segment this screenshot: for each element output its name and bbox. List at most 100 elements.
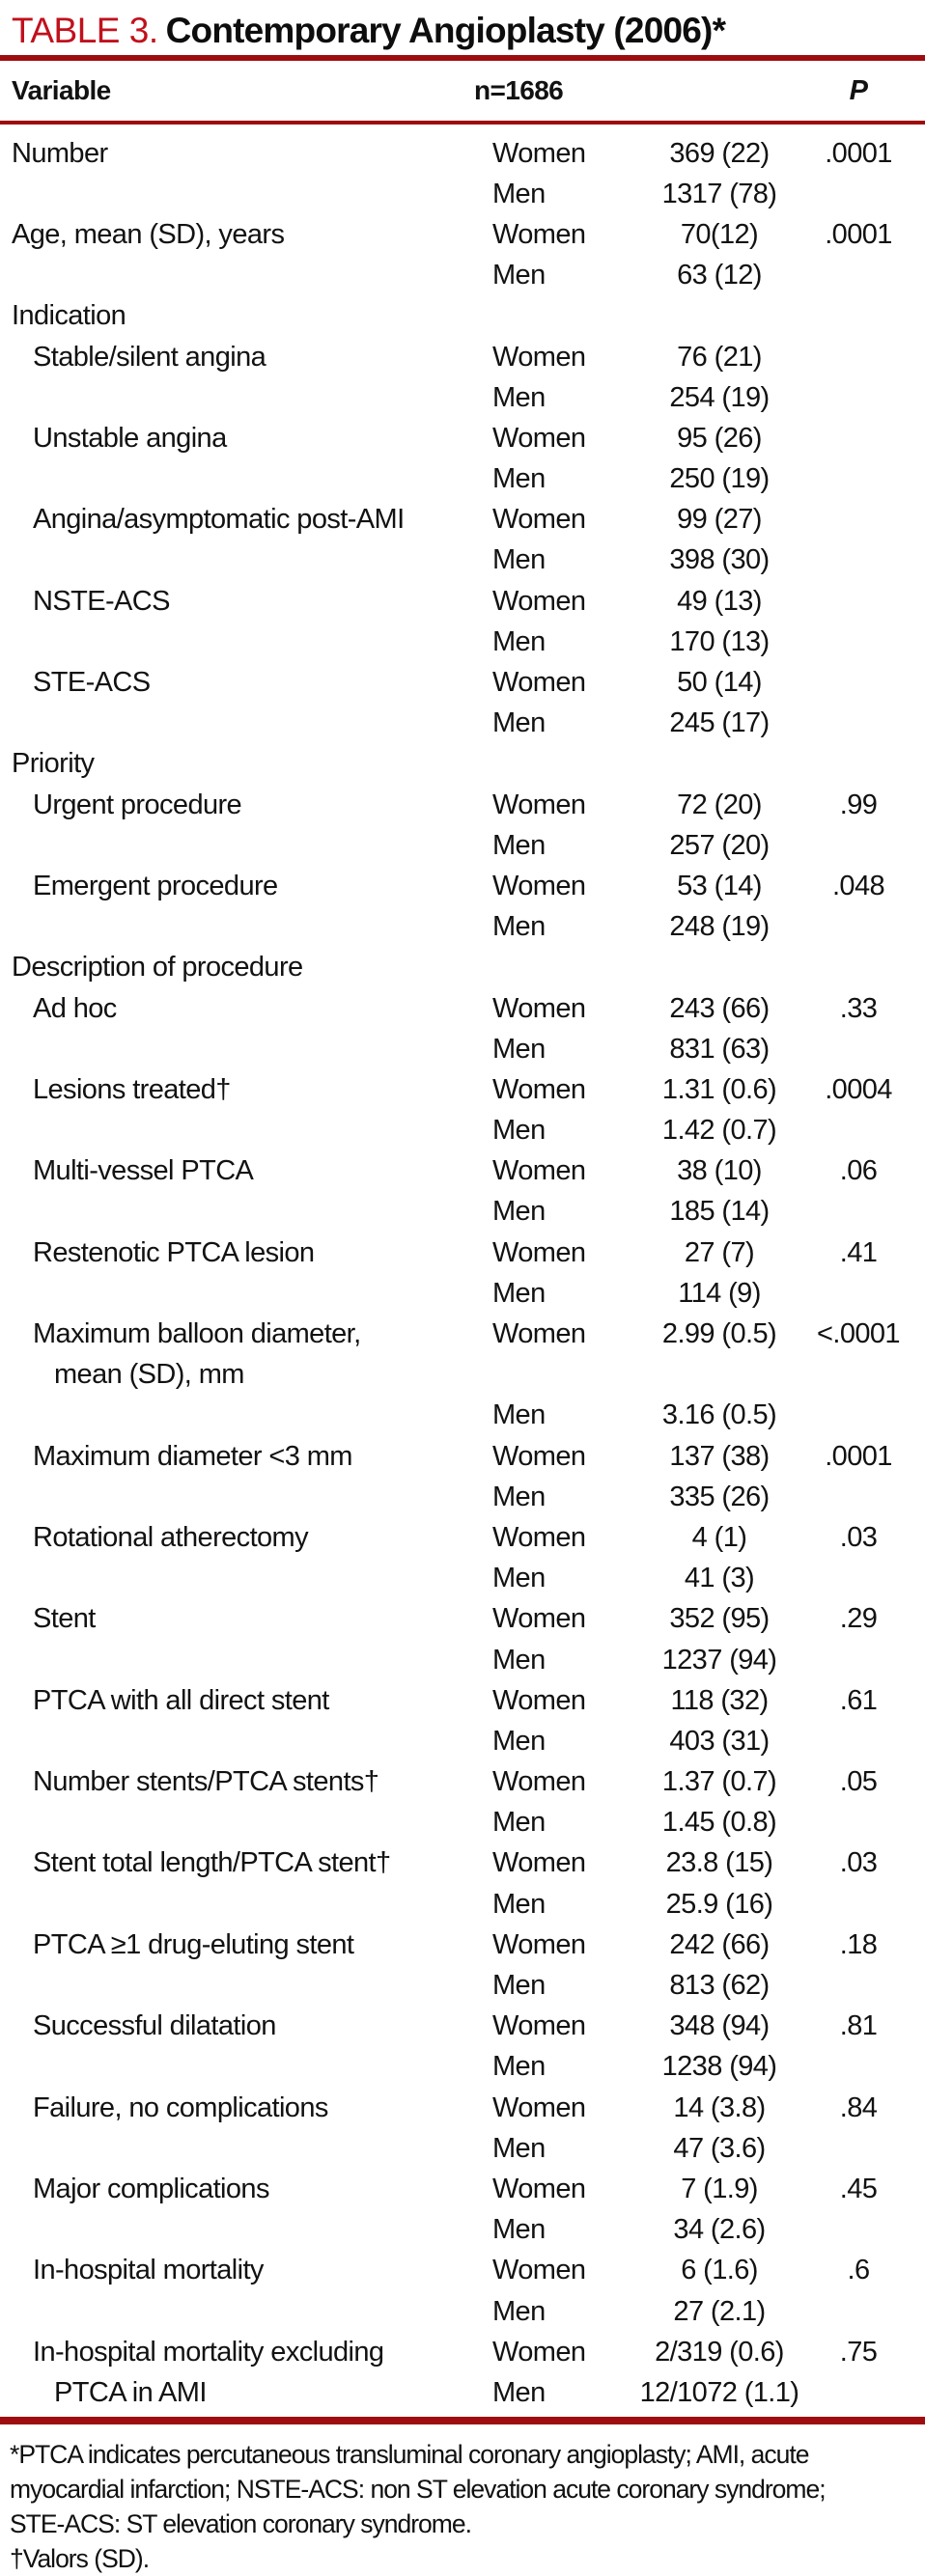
value-cell: 27 (7)	[684, 1236, 755, 1268]
table-row: Men 170 (13)	[10, 622, 915, 662]
variable-label: Urgent procedure	[33, 789, 242, 820]
sex-label: Men	[492, 1033, 546, 1065]
p-value-cell: .29	[839, 1603, 878, 1635]
p-value-cell: .18	[839, 1928, 878, 1960]
sex-label: Women	[492, 1766, 586, 1798]
sex-label: Men	[492, 1807, 546, 1839]
table-row: Men 335 (26)	[10, 1477, 915, 1517]
table-row: Men 3.16 (0.5)	[10, 1396, 915, 1436]
table-row: Age, mean (SD), years Women 70(12) .0001	[10, 214, 915, 255]
table-row: Rotational atherectomy Women 4 (1) .03	[10, 1517, 915, 1558]
variable-label: Unstable angina	[33, 422, 227, 454]
variable-label: In-hospital mortality excluding	[33, 2336, 384, 2368]
table-row: Men 41 (3)	[10, 1559, 915, 1599]
variable-label: Successful dilatation	[33, 2010, 276, 2042]
table-row: Angina/asymptomatic post-AMI Women 99 (2…	[10, 500, 915, 540]
table-header-row: Variable n=1686 P	[0, 61, 925, 121]
sex-label: Men	[492, 2132, 546, 2164]
table-row: Lesions treated† Women 1.31 (0.6) .0004	[10, 1069, 915, 1110]
value-cell: 76 (21)	[677, 341, 762, 373]
table-row: Urgent procedure Women 72 (20) .99	[10, 785, 915, 825]
sex-label: Men	[492, 1399, 546, 1431]
p-value-cell: .03	[839, 1847, 878, 1879]
value-cell: 398 (30)	[669, 544, 770, 576]
table-row: Men 398 (30)	[10, 540, 915, 581]
value-cell: 352 (95)	[669, 1603, 770, 1635]
table-row: Successful dilatation Women 348 (94) .81	[10, 2007, 915, 2047]
value-cell: 248 (19)	[669, 911, 770, 943]
table-row: Indication	[10, 296, 915, 337]
table-row: Men 248 (19)	[10, 907, 915, 948]
table-row: Priority	[10, 744, 915, 785]
table-row: Men 1317 (78)	[10, 174, 915, 214]
p-value-cell: .06	[839, 1155, 878, 1187]
sex-label: Men	[492, 829, 546, 861]
sex-label: Men	[492, 1644, 546, 1676]
sex-label: Women	[492, 2255, 586, 2286]
table-row: In-hospital mortality Women 6 (1.6) .6	[10, 2251, 915, 2291]
table-row: Men 185 (14)	[10, 1192, 915, 1233]
table-row: Men 1237 (94)	[10, 1640, 915, 1680]
sex-label: Men	[492, 1481, 546, 1512]
table-row: Men 1238 (94)	[10, 2047, 915, 2088]
sex-label: Men	[492, 1888, 546, 1920]
top-rule	[0, 55, 925, 61]
table-title: TABLE 3. Contemporary Angioplasty (2006)*	[0, 0, 925, 55]
table-row: mean (SD), mm	[10, 1355, 915, 1396]
table-row: Stent Women 352 (95) .29	[10, 1599, 915, 1640]
p-value-cell: .0001	[825, 1440, 892, 1472]
sex-label: Women	[492, 1928, 586, 1960]
table-row: Unstable angina Women 95 (26)	[10, 418, 915, 458]
value-cell: 99 (27)	[677, 504, 762, 536]
sex-label: Women	[492, 1847, 586, 1879]
sex-label: Men	[492, 463, 546, 495]
variable-label: PTCA ≥1 drug-eluting stent	[33, 1928, 354, 1960]
sex-label: Women	[492, 137, 586, 169]
p-value-cell: .33	[839, 992, 878, 1024]
value-cell: 1.37 (0.7)	[661, 1766, 777, 1798]
value-cell: 170 (13)	[669, 625, 770, 657]
sex-label: Women	[492, 1155, 586, 1187]
sex-label: Women	[492, 504, 586, 536]
table-row: NSTE-ACS Women 49 (13)	[10, 581, 915, 622]
value-cell: 70(12)	[680, 218, 759, 250]
value-cell: 38 (10)	[677, 1155, 762, 1187]
value-cell: 114 (9)	[678, 1277, 761, 1309]
table-row: Men 47 (3.6)	[10, 2128, 915, 2169]
value-cell: 23.8 (15)	[665, 1847, 773, 1879]
sex-label: Women	[492, 2010, 586, 2042]
sex-label: Women	[492, 2336, 586, 2368]
value-cell: 1237 (94)	[661, 1644, 777, 1676]
variable-label: Number stents/PTCA stents†	[33, 1766, 379, 1798]
sex-label: Men	[492, 1277, 546, 1309]
sex-label: Men	[492, 544, 546, 576]
variable-label: Emergent procedure	[33, 870, 278, 901]
table-row: Ad hoc Women 243 (66) .33	[10, 988, 915, 1029]
table-row: Description of procedure	[10, 948, 915, 988]
footnote-line: *PTCA indicates percutaneous translumina…	[10, 2439, 809, 2469]
value-cell: 49 (13)	[677, 585, 762, 617]
sex-label: Women	[492, 789, 586, 820]
sex-label: Women	[492, 1236, 586, 1268]
value-cell: 254 (19)	[669, 381, 770, 413]
sex-label: Women	[492, 218, 586, 250]
value-cell: 2/319 (0.6)	[655, 2336, 784, 2368]
variable-label: Stable/silent angina	[33, 341, 266, 373]
table-row: Men 831 (63)	[10, 1029, 915, 1069]
value-cell: 243 (66)	[669, 992, 770, 1024]
footnotes: *PTCA indicates percutaneous translumina…	[0, 2424, 925, 2576]
value-cell: 12/1072 (1.1)	[639, 2376, 799, 2408]
variable-label: Age, mean (SD), years	[12, 218, 285, 250]
table-row: Men 257 (20)	[10, 825, 915, 866]
variable-label: STE-ACS	[33, 667, 151, 699]
variable-label: Angina/asymptomatic post-AMI	[33, 504, 405, 536]
p-value-cell: .05	[839, 1766, 878, 1798]
value-cell: 47 (3.6)	[673, 2132, 766, 2164]
col-header-n: n=1686	[474, 75, 564, 105]
value-cell: 118 (32)	[670, 1684, 769, 1716]
table-row: Men 27 (2.1)	[10, 2291, 915, 2332]
value-cell: 41 (3)	[684, 1563, 755, 1594]
table-row: Men 63 (12)	[10, 256, 915, 296]
variable-label: PTCA with all direct stent	[33, 1684, 329, 1716]
variable-label: NSTE-ACS	[33, 585, 170, 617]
